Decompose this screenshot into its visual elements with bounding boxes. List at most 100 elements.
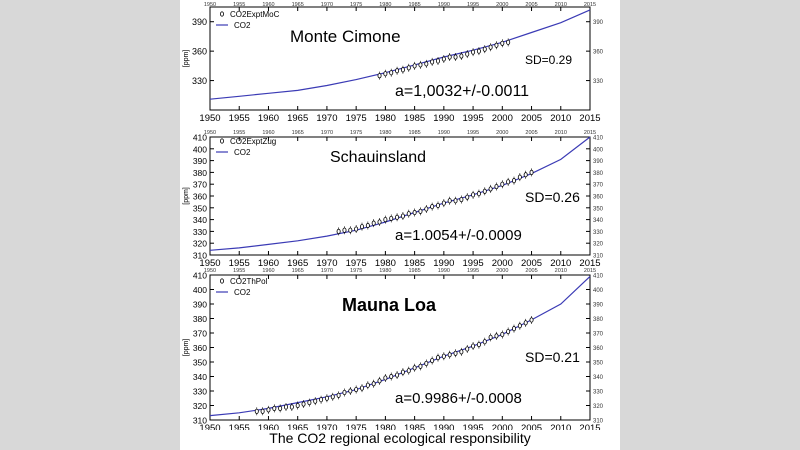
x-tick-label: 1975 [346,423,367,430]
y-tick-label: 320 [193,401,207,411]
x-tick-label-top: 1970 [321,2,333,8]
data-point [523,172,528,178]
data-point [412,365,417,371]
x-tick-label: 1990 [433,113,454,124]
data-point [465,194,470,200]
x-tick-label: 1965 [287,113,308,124]
data-point [441,56,446,62]
data-point [511,178,516,184]
data-point [430,357,435,364]
x-tick-label-top: 1985 [408,268,420,274]
x-tick-label: 1985 [404,423,425,430]
legend-entry-line: CO2 [234,148,251,157]
x-tick-label-top: 1965 [292,2,304,8]
data-point [430,59,435,65]
y-tick-label: 360 [193,192,207,202]
x-tick-label: 1960 [258,113,279,124]
y-tick-label-right: 360 [593,50,604,56]
x-tick-label-top: 1960 [262,2,274,8]
y-tick-label-right: 360 [593,195,604,201]
data-point [418,208,423,214]
fit-annotation: a=1,0032+/-0.0011 [395,83,529,100]
data-point [471,192,476,198]
legend: CO2ExptMoC CO2 [216,10,280,30]
x-tick-label-top: 2010 [555,2,567,8]
x-tick-label: 1980 [375,113,396,124]
x-tick-label: 1975 [346,113,367,124]
data-point [488,186,493,192]
data-point [517,174,522,180]
figure: 1950 1955 1960 1965 1970 1975 1980 1985 1990 1995… [180,0,620,450]
x-tick-label-top: 2005 [525,130,537,136]
y-tick-label-right: 390 [593,303,604,309]
series-line-co2 [209,9,591,100]
y-tick-label: 380 [193,314,207,324]
data-point [465,51,470,57]
data-point [406,211,411,217]
x-tick-label: 1960 [258,423,279,430]
x-tick-label: 1980 [375,423,396,430]
y-tick-label-right: 400 [593,288,604,294]
data-point [365,382,370,388]
data-point [441,353,446,359]
x-tick-label-top: 1970 [321,130,333,136]
x-tick-label-top: 1975 [350,2,362,8]
data-point [389,215,394,222]
x-tick-label-top: 2000 [496,268,508,274]
y-tick-label-right: 360 [593,346,604,352]
data-point [430,204,435,210]
data-point [359,385,364,391]
data-point [260,408,265,414]
y-axis-label: [ppm] [183,50,190,68]
data-point [500,40,505,46]
data-point [254,408,259,414]
data-point [383,217,388,223]
y-tick-label-right: 330 [593,230,604,236]
x-tick-label-top: 1960 [262,130,274,136]
x-tick-label: 1985 [404,113,425,124]
fit-annotation: a=1.0054+/-0.0009 [395,227,522,244]
data-point [272,405,277,411]
panel-title: Schauinsland [330,149,426,166]
legend-entry-markers: CO2ThPol [230,277,268,286]
y-tick-label: 380 [193,168,207,178]
legend-entry-markers: CO2ExptZug [230,137,276,146]
y-tick-label-right: 310 [593,419,604,425]
data-point [465,346,470,352]
data-point [389,373,394,380]
data-point [500,331,505,338]
y-tick-label: 390 [193,300,207,310]
data-point [482,339,487,345]
data-point [319,397,324,403]
data-point [435,202,440,209]
data-point [459,196,464,203]
y-tick-label-right: 370 [593,332,604,338]
x-tick-label-top: 1965 [292,130,304,136]
x-tick-label: 1970 [316,423,337,430]
x-tick-label: 1985 [404,258,425,269]
data-point [482,188,487,194]
data-point [471,343,476,349]
x-tick-label-top: 1980 [379,130,391,136]
legend-entry-line: CO2 [234,21,251,30]
data-point [494,42,499,48]
y-tick-label: 350 [193,203,207,213]
data-point [383,375,388,381]
y-tick-label-right: 310 [593,254,604,260]
data-point [447,352,452,358]
chart-panel-2: 1950 1950 1955 1955 1960 1960 1965 1965 1970 1970… [183,130,604,269]
data-point [476,48,481,54]
data-point [476,191,481,197]
data-point [424,206,429,212]
data-point [295,402,300,409]
data-point [359,224,364,230]
x-tick-label: 1950 [199,113,220,124]
data-point [418,363,423,369]
legend-marker-symbol [220,11,225,17]
data-point [471,49,476,55]
data-point [529,317,534,323]
data-point [406,65,411,71]
x-tick-label: 2000 [492,113,513,124]
y-axis-label: [ppm] [183,339,190,357]
panel-title: Mauna Loa [342,295,437,315]
